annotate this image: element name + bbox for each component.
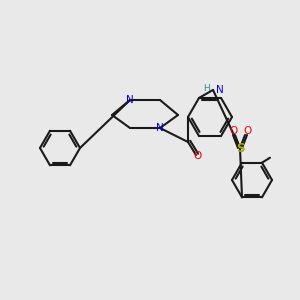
Text: N: N: [126, 95, 134, 105]
Text: N: N: [156, 123, 164, 133]
Text: O: O: [243, 126, 251, 136]
Text: S: S: [236, 142, 244, 154]
Text: H: H: [203, 84, 210, 93]
Text: O: O: [229, 126, 237, 136]
Text: O: O: [193, 151, 201, 161]
Text: N: N: [216, 85, 224, 95]
